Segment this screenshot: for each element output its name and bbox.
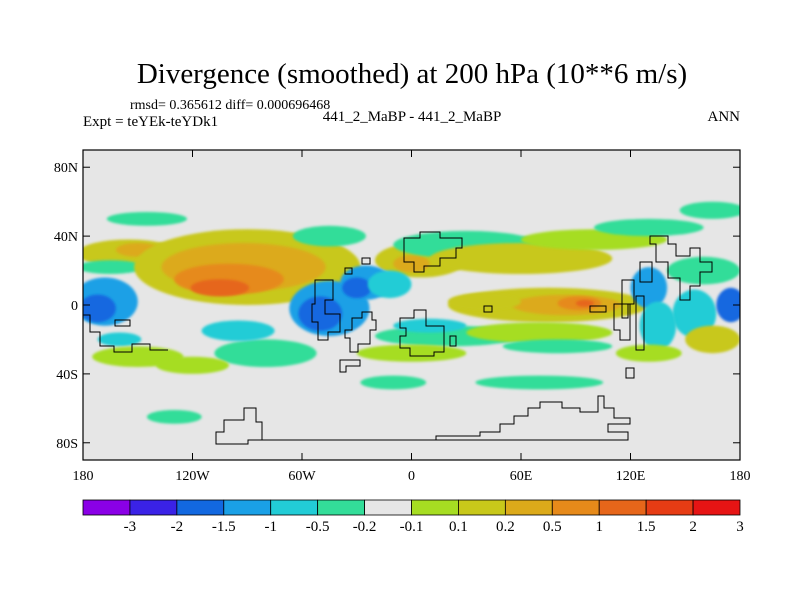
x-tick-label: 60W	[288, 469, 316, 484]
field-s-far-cyan3	[146, 410, 202, 424]
asia-outline	[649, 235, 713, 301]
colorbar-label: 0.5	[543, 519, 562, 535]
south-america-outline	[311, 279, 341, 341]
x-tick-label: 120W	[175, 469, 210, 484]
x-tick-label: 120E	[616, 469, 646, 484]
field-n-far-cyan	[679, 201, 740, 219]
field-band-n-west-cyan	[83, 260, 144, 274]
field-ne-orange	[393, 255, 430, 273]
x-tick-label: 60E	[510, 469, 533, 484]
southern-africa-outline	[399, 309, 445, 357]
divergence-field	[83, 201, 740, 424]
field-e-pac-blue	[716, 287, 740, 323]
field-s-green-west	[201, 320, 275, 342]
colorbar-label: 1	[595, 519, 603, 535]
y-axis: 80N 40N 0 40S 80S	[54, 161, 740, 452]
x-tick-label: 180	[730, 469, 751, 484]
y-tick-label: 40N	[54, 230, 78, 245]
field-mid-n-yellow	[429, 243, 613, 274]
colorbar-swatch	[411, 499, 459, 516]
field-e-pac-cyan	[672, 289, 717, 338]
colorbar-swatch	[176, 499, 225, 516]
colorbar-label: 0.2	[496, 519, 515, 535]
field-s-pac-green	[156, 356, 229, 374]
colorbar-label: -0.1	[400, 519, 424, 535]
field-n-west-cyan	[106, 212, 187, 226]
field-eq-east2-yellow	[448, 293, 521, 311]
central-america-outline	[344, 257, 371, 275]
field-s-far-cyan	[475, 375, 604, 390]
maritime-outline	[613, 295, 645, 351]
y-tick-label: 80S	[56, 437, 78, 452]
patagonia-outline	[339, 359, 361, 373]
colorbar-label: -1.5	[212, 519, 236, 535]
colorbar: -3 -2 -1.5 -1 -0.5 -0.2 -0.1 0.1 0.2 0.5 1 1.5 2 3	[82, 499, 744, 535]
field-n-cyan-pac	[667, 256, 740, 285]
colorbar-swatch	[598, 499, 647, 516]
colorbar-swatch	[129, 499, 178, 516]
colorbar-swatch	[458, 499, 506, 516]
y-tick-label: 0	[71, 299, 78, 314]
colorbar-label: -1	[264, 519, 277, 535]
field-eq-red-east	[575, 299, 595, 307]
y-tick-label: 40S	[56, 368, 78, 383]
x-axis: 180 120W 60W 0 60E 120E 180	[73, 150, 751, 484]
africa-outline	[344, 311, 377, 353]
colorbar-label: -2	[171, 519, 184, 535]
field-sam-blue2	[342, 277, 372, 299]
north-america-outline	[403, 231, 463, 273]
chart-title: Divergence (smoothed) at 200 hPa (10**6 …	[137, 58, 687, 90]
west-coast-outline	[83, 314, 168, 353]
colorbar-label: 1.5	[637, 519, 656, 535]
field-s-far-cyan2	[360, 375, 427, 390]
center-label: 441_2_MaBP - 441_2_MaBP	[323, 109, 502, 125]
field-wide-core	[190, 279, 250, 297]
colorbar-label: -0.5	[306, 519, 330, 535]
field-africa-blue2	[298, 296, 343, 331]
field-s-cyan-west	[214, 339, 317, 368]
field-eq-west-cyan	[97, 332, 142, 347]
colorbar-swatch	[317, 499, 365, 516]
field-mid-cyan	[292, 225, 366, 247]
x-tick-label: 180	[73, 469, 94, 484]
west-island-outline	[114, 319, 131, 327]
field-s-yellow-lower	[356, 344, 467, 362]
stats-text: rmsd= 0.365612 diff= 0.000696468	[130, 98, 330, 113]
colorbar-swatch	[364, 499, 412, 516]
colorbar-label: -3	[124, 519, 137, 535]
left-label: Expt = teYEk-teYDk1	[83, 114, 218, 130]
field-e-yellow-mid	[685, 325, 740, 354]
colorbar-label: 2	[689, 519, 697, 535]
colorbar-swatch	[504, 499, 553, 516]
colorbar-swatch	[270, 499, 319, 516]
coastlines	[83, 231, 713, 445]
field-n-east-cyan	[594, 218, 704, 237]
colorbar-swatch	[82, 499, 131, 516]
x-tick-label: 0	[408, 469, 415, 484]
field-s-cyan-east	[502, 339, 613, 354]
y-tick-label: 80N	[54, 161, 78, 176]
colorbar-swatch	[645, 499, 694, 516]
colorbar-swatch	[692, 499, 741, 516]
field-sam-cyan	[367, 270, 412, 299]
madagascar-outline	[449, 335, 457, 347]
australia-outline	[625, 367, 635, 379]
field-s-green-band2	[466, 322, 613, 343]
antarctica-outline	[215, 395, 631, 445]
colorbar-label: 0.1	[449, 519, 468, 535]
colorbar-label: 3	[736, 519, 744, 535]
colorbar-label: -0.2	[353, 519, 377, 535]
field-e-ind-cyan	[639, 301, 677, 350]
right-label: ANN	[708, 109, 741, 125]
indonesia-outline	[483, 305, 607, 313]
field-e-green-low	[615, 344, 682, 362]
colorbar-swatch	[223, 499, 272, 516]
colorbar-swatch	[551, 499, 600, 516]
arabia-outline	[639, 261, 653, 283]
field-eq-west-blue2	[83, 294, 116, 323]
